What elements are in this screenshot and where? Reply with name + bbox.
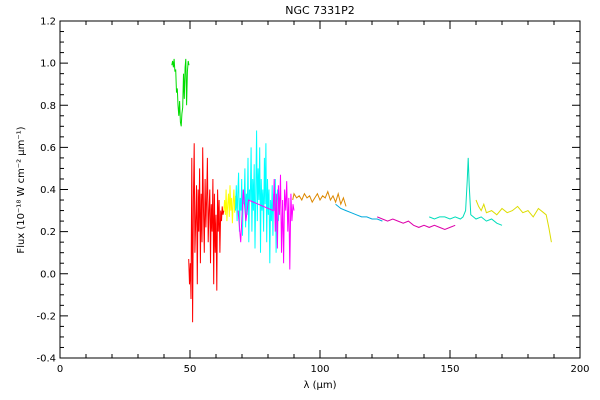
series-line-8 bbox=[377, 216, 456, 231]
x-axis-label: λ (μm) bbox=[303, 380, 336, 391]
series-layer bbox=[171, 58, 552, 323]
y-tick-label: 1.2 bbox=[40, 17, 56, 28]
x-tick-label: 50 bbox=[184, 364, 197, 375]
series-line-4 bbox=[235, 130, 280, 264]
y-tick-label: -0.4 bbox=[36, 354, 56, 365]
y-tick-label: 0.8 bbox=[40, 101, 56, 112]
x-tick-label: 100 bbox=[310, 364, 329, 375]
y-tick-label: 0.4 bbox=[40, 185, 56, 196]
y-tick-label: -0.2 bbox=[36, 311, 56, 322]
series-line-9 bbox=[429, 157, 503, 226]
series-line-5 bbox=[237, 174, 295, 270]
y-tick-label: 0.2 bbox=[40, 227, 56, 238]
series-line-3 bbox=[223, 185, 238, 224]
x-tick-label: 150 bbox=[440, 364, 459, 375]
y-tick-label: 1.0 bbox=[40, 59, 56, 70]
x-tick-label: 200 bbox=[570, 364, 589, 375]
x-tick-label: 0 bbox=[57, 364, 63, 375]
chart-title: NGC 7331P2 bbox=[285, 4, 355, 17]
y-axis-label: Flux (10⁻¹⁸ W cm⁻² μm⁻¹) bbox=[16, 126, 27, 253]
tick-layer: 0 50 100 150 200 -0.4 -0.2 0.0 0.2 0.4 0.6 0.8 1.0 1.… bbox=[36, 17, 589, 376]
series-line-10 bbox=[475, 199, 552, 243]
y-tick-label: 0.6 bbox=[40, 143, 56, 154]
plot-border bbox=[59, 20, 581, 359]
series-line-1 bbox=[171, 58, 190, 127]
series-line-6 bbox=[292, 190, 347, 207]
plot-frame bbox=[59, 20, 581, 359]
series-line-2 bbox=[188, 143, 225, 323]
y-tick-label: 0.0 bbox=[40, 269, 56, 280]
series-line-7 bbox=[335, 203, 383, 222]
